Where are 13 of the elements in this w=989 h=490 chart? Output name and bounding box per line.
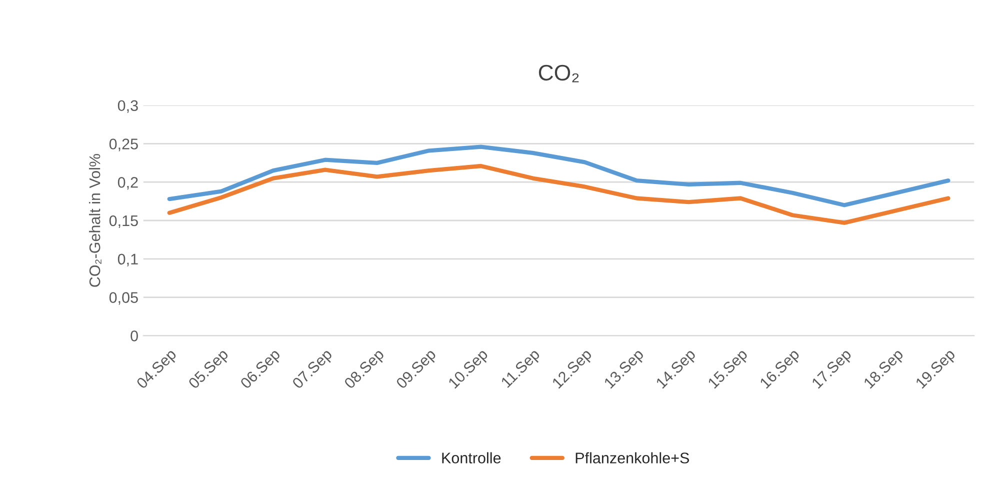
line-series [167,144,950,208]
y-tick-label: 0,1 [118,254,138,266]
y-tick-label: 0,3 [118,100,138,113]
chart-title: CO₂ [538,64,579,82]
y-tick-label: 0,15 [109,215,138,228]
line-series [167,164,950,225]
legend-label: Kontrolle [442,452,501,464]
y-tick-label: 0,05 [109,292,138,305]
y-tick-label: 0,2 [118,176,138,190]
y-tick-label: 0,25 [109,138,138,152]
legend-label: Pflanzenkohle+S [576,452,689,464]
y-axis-title: CO₂-Gehalt in Vol% [89,154,102,287]
y-tick-label: 0 [130,330,138,342]
